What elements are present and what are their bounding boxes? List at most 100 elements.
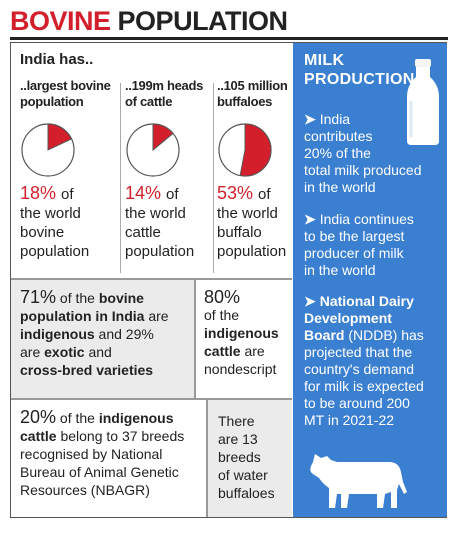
column-divider [120,83,121,273]
bold-fragment: cattle [204,343,241,359]
india-has-heading: India has.. [20,51,94,68]
text-fragment: and [84,344,112,360]
text-line: total milk produced [304,162,422,178]
bullet-largest-producer: ➤ India continues to be the largest produ… [304,211,414,279]
text-line: to be around 200 [304,395,410,411]
bullet-nddb: ➤ National Dairy Development Board (NDDB)… [304,293,424,429]
text-line: There [218,413,255,429]
pie-slice-bovine [47,123,73,151]
infographic-title: BOVINE POPULATION [10,6,288,36]
stat-desc-line1: the world [20,205,81,222]
stat-percent-value: 14% [125,183,162,203]
india-has-panel: India has.. ..largest bovine population … [11,43,292,278]
stat-column-buffaloes: ..105 million buffaloes 53% of the world… [217,78,288,260]
bold-fragment: bovine [98,290,144,306]
arrow-icon: ➤ [304,211,316,227]
stat-label-line2: of cattle [125,94,173,109]
text-line: to be the largest [304,228,405,244]
stat-label-line1: ..199m heads [125,78,204,93]
stat-of: of [258,186,271,203]
stat-label-line2: population [20,94,84,109]
title-line: PRODUCTION [304,71,415,88]
title-part2: POPULATION [117,6,289,36]
text-fragment: are [20,344,45,360]
text-fragment: Resources (NBAGR) [20,482,150,498]
text-line: producer of milk [304,245,404,261]
milk-production-panel: MILK PRODUCTION ➤ India contributes 20% o… [293,43,447,517]
breeds-text: 20% of the indigenous cattle belong to 3… [20,408,203,499]
stat-desc-line1: the world [125,205,186,222]
pie-chart-buffaloes [218,123,272,177]
bold-fragment: population in India [20,308,145,324]
stat-percent: 14% of [125,182,179,206]
pie-slice-buffaloes [239,123,272,177]
text-fragment: of the [204,307,240,323]
stat-desc-line3: population [20,243,90,260]
stat-label-line1: ..105 million [217,78,288,93]
stat-label-line1: ..largest bovine [20,78,111,93]
text-line: MT in 2021-22 [304,412,395,428]
text-line: in the world [304,262,376,278]
stat-desc-line3: population [217,243,287,260]
stat-percent-value: 18% [20,183,57,203]
text-line: are 13 [218,431,258,447]
indigenous-share-text: 71% of the bovine population in India ar… [20,288,190,379]
stat-column-cattle: ..199m heads of cattle 14% of the world … [125,78,204,260]
stat-desc: the world cattle population [125,204,194,261]
bold-fragment: Development [304,310,392,326]
stat-desc-line1: the world [217,205,278,222]
text-fragment: of the [56,290,99,306]
text-fragment: are [240,343,265,359]
breeds-panel: 20% of the indigenous cattle belong to 3… [11,398,206,517]
bold-fragment: Board [304,327,345,343]
stat-percent: 53% of [217,182,271,206]
bullet-milk-share: ➤ India contributes 20% of the total milk… [304,111,422,196]
bold-fragment: cattle [20,428,57,444]
text-line: of water [218,467,268,483]
text-fragment: nondescript [204,361,277,377]
text-line: contributes [304,128,373,144]
arrow-icon: ➤ [304,111,316,127]
bold-fragment: National Dairy [319,293,414,309]
pie-chart-cattle [126,123,180,177]
breeds-percent: 20% [20,407,57,427]
text-fragment: recognised by National [20,446,163,462]
bold-fragment: cross-bred varieties [20,362,154,378]
nondescript-percent: 80% [204,287,241,307]
stat-desc-line3: population [125,243,195,260]
bold-fragment: indigenous [20,326,95,342]
text-line: country's demand [304,361,415,377]
stat-desc: the world buffalo population [217,204,286,261]
milk-bottle-icon [407,59,439,145]
stat-percent-value: 53% [217,183,254,203]
text-line: projected that the [304,344,413,360]
text-fragment: of the [56,410,99,426]
cow-icon [310,454,407,508]
stat-desc-line2: cattle [125,224,161,241]
milk-production-title: MILK PRODUCTION [304,51,415,89]
stat-of: of [166,186,179,203]
pie-slice-cattle [152,123,174,152]
text-line: 20% of the [304,145,371,161]
text-fragment: are [144,308,169,324]
title-part1: BOVINE [10,6,111,36]
stat-desc-line2: bovine [20,224,65,241]
water-buffalo-panel: There are 13 breeds of water buffaloes [206,398,292,517]
text-line: for milk is expected [304,378,424,394]
stat-of: of [61,186,74,203]
column-divider [213,83,214,273]
text-fragment: and 29% [94,326,154,342]
text-line: India [319,111,351,127]
stat-percent: 18% of [20,182,74,206]
pie-chart-bovine [21,123,75,177]
text-fragment: Bureau of Animal Genetic [20,464,179,480]
title-rule [10,37,448,40]
stat-column-bovine: ..largest bovine population 18% of the w… [20,78,111,260]
bold-fragment: indigenous [98,410,174,426]
bold-fragment: exotic [44,344,85,360]
arrow-icon: ➤ [304,293,316,309]
text-fragment: belong to 37 breeds [56,428,185,444]
bold-fragment: indigenous [204,325,279,341]
text-line: India continues [319,211,414,227]
water-buffalo-text: There are 13 breeds of water buffaloes [218,412,275,502]
